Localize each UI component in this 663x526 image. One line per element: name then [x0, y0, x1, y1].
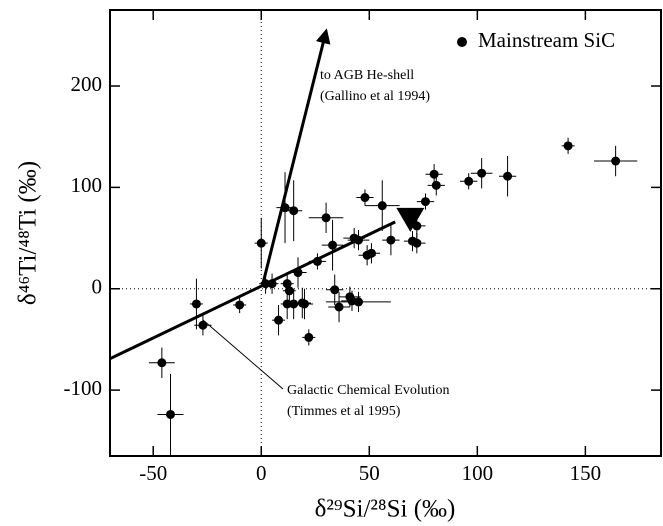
- point: [191, 299, 201, 309]
- point: [304, 332, 314, 342]
- point: [274, 315, 284, 325]
- annotation: to AGB He-shell: [320, 68, 414, 83]
- plot-frame: [109, 9, 662, 457]
- legend-marker: [457, 37, 467, 47]
- triangle-marker: [396, 207, 425, 232]
- point: [289, 299, 299, 309]
- point: [328, 240, 338, 250]
- annotation: (Timmes et al 1995): [287, 404, 401, 419]
- annotation-pointer: [202, 319, 284, 390]
- x-tick-label: 0: [256, 461, 267, 485]
- point: [477, 168, 487, 178]
- point: [353, 297, 363, 307]
- point: [377, 201, 387, 211]
- trend-line: [109, 220, 396, 361]
- y-tick-label: 100: [71, 173, 103, 197]
- point: [198, 320, 208, 330]
- point: [330, 285, 340, 295]
- point: [563, 141, 573, 151]
- point: [157, 358, 167, 368]
- y-tick-label: 0: [92, 275, 103, 299]
- point: [235, 300, 245, 310]
- point: [289, 206, 299, 216]
- point: [420, 197, 430, 207]
- point: [256, 238, 266, 248]
- point: [299, 299, 309, 309]
- y-axis-label: δ⁴⁶Ti/⁴⁸Ti (‰): [15, 161, 42, 305]
- point: [166, 409, 176, 419]
- point: [429, 169, 439, 179]
- point: [431, 180, 441, 190]
- y-tick-label: 200: [71, 72, 103, 96]
- point: [611, 156, 621, 166]
- annotation: (Gallino et al 1994): [320, 89, 430, 104]
- x-tick-label: 150: [570, 461, 602, 485]
- point: [412, 238, 422, 248]
- point: [464, 176, 474, 186]
- point: [321, 213, 331, 223]
- point: [334, 302, 344, 312]
- point: [360, 193, 370, 203]
- point: [503, 171, 513, 181]
- arrow: [261, 28, 331, 283]
- legend-label: Mainstream SiC: [478, 28, 615, 52]
- x-axis-label: δ²⁹Si/²⁸Si (‰): [315, 496, 456, 523]
- point: [366, 248, 376, 258]
- annotation: Galactic Chemical Evolution: [287, 383, 450, 398]
- point: [284, 286, 294, 296]
- point: [386, 235, 396, 245]
- x-tick-label: 50: [359, 461, 380, 485]
- x-tick-label: -50: [139, 461, 167, 485]
- y-tick-label: -100: [64, 376, 103, 400]
- x-tick-label: 100: [462, 461, 494, 485]
